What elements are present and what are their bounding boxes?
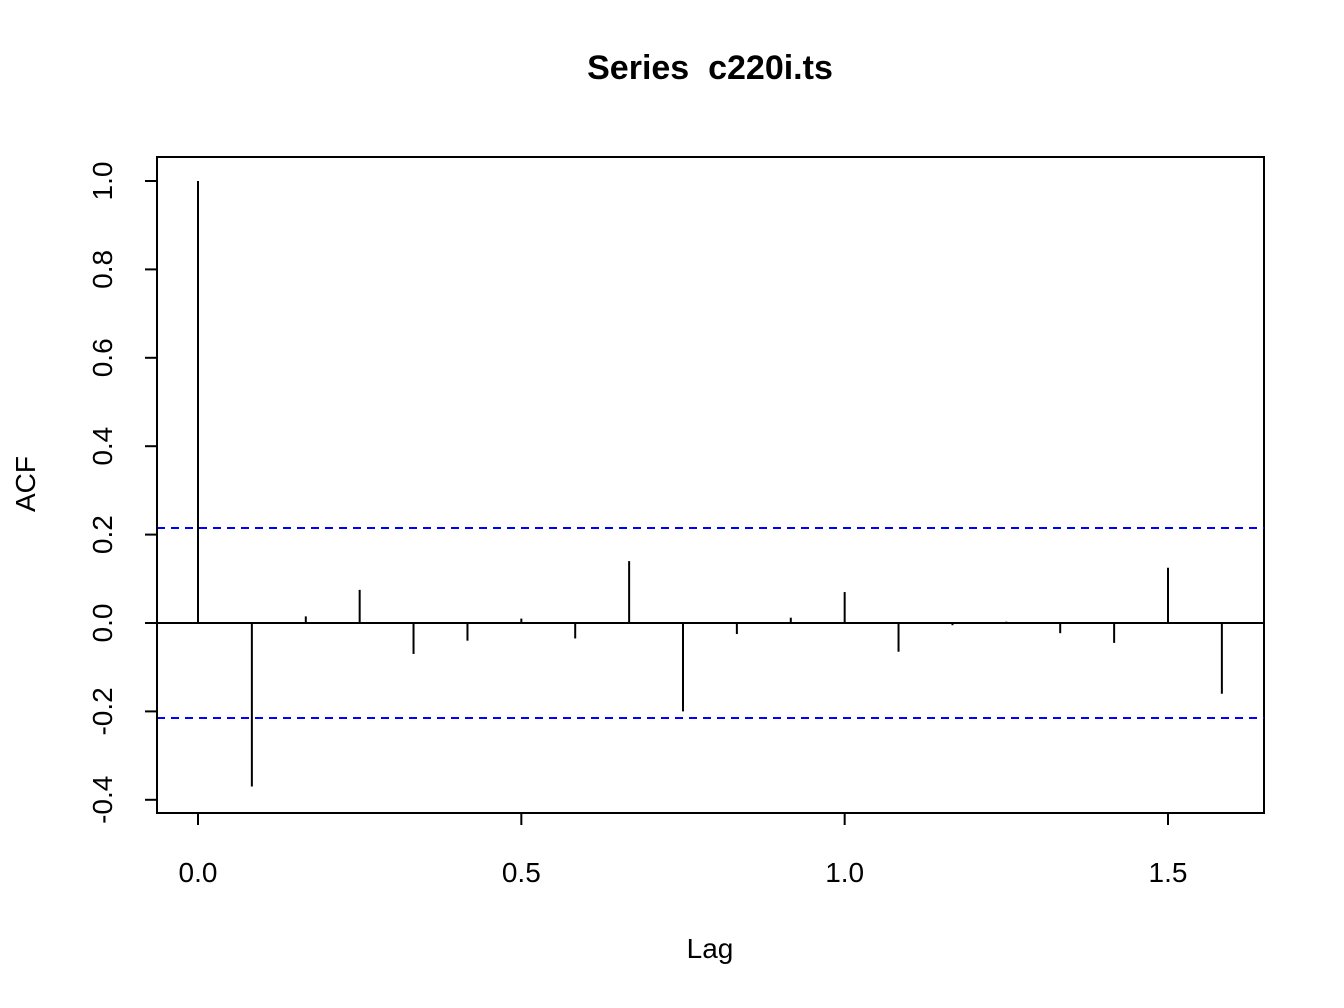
x-axis: 0.0 0.5 1.0 1.5 [179, 812, 1188, 888]
y-tick-label: 0.6 [87, 338, 118, 377]
x-tick-label: 1.5 [1149, 857, 1188, 888]
x-tick-label: 0.0 [179, 857, 218, 888]
y-axis-label-group: ACF [10, 456, 41, 512]
acf-spike-layer [197, 181, 1223, 787]
y-tick-label: 0.0 [87, 604, 118, 643]
y-tick-label: -0.4 [87, 776, 118, 824]
confidence-band-layer [157, 526, 1264, 720]
y-tick-label: -0.2 [87, 687, 118, 735]
y-tick-label: 0.8 [87, 250, 118, 289]
y-tick-label: 0.2 [87, 515, 118, 554]
y-tick-label: 1.0 [87, 162, 118, 201]
y-tick-label: 0.4 [87, 427, 118, 466]
plot-frame [156, 156, 1265, 814]
y-axis: -0.4 -0.2 0.0 0.2 0.4 0.6 0.8 1.0 [87, 162, 158, 824]
x-tick-label: 0.5 [502, 857, 541, 888]
chart-title: Series c220i.ts [587, 49, 833, 87]
x-tick-label: 1.0 [825, 857, 864, 888]
x-axis-label: Lag [687, 933, 734, 964]
y-axis-label: ACF [10, 456, 41, 512]
